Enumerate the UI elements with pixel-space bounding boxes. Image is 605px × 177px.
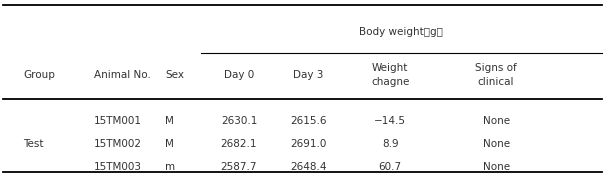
- Text: 2630.1: 2630.1: [221, 116, 257, 126]
- Text: Body weight（g）: Body weight（g）: [359, 27, 443, 37]
- Text: M: M: [165, 116, 174, 126]
- Text: m: m: [165, 162, 175, 172]
- Text: 15TM003: 15TM003: [94, 162, 142, 172]
- Text: 2648.4: 2648.4: [290, 162, 327, 172]
- Text: 15TM001: 15TM001: [94, 116, 142, 126]
- Text: None: None: [483, 139, 509, 149]
- Text: Animal No.: Animal No.: [94, 70, 151, 80]
- Text: None: None: [483, 162, 509, 172]
- Text: Signs of
clinical: Signs of clinical: [475, 63, 517, 87]
- Text: 15TM002: 15TM002: [94, 139, 142, 149]
- Text: None: None: [483, 116, 509, 126]
- Text: 2691.0: 2691.0: [290, 139, 327, 149]
- Text: 2587.7: 2587.7: [221, 162, 257, 172]
- Text: Day 0: Day 0: [224, 70, 254, 80]
- Text: Day 3: Day 3: [293, 70, 324, 80]
- Text: 2682.1: 2682.1: [221, 139, 257, 149]
- Text: Test: Test: [23, 139, 44, 149]
- Text: 60.7: 60.7: [379, 162, 402, 172]
- Text: −14.5: −14.5: [374, 116, 406, 126]
- Text: M: M: [165, 139, 174, 149]
- Text: Sex: Sex: [165, 70, 184, 80]
- Text: 2615.6: 2615.6: [290, 116, 327, 126]
- Text: Weight
chagne: Weight chagne: [371, 63, 410, 87]
- Text: 8.9: 8.9: [382, 139, 399, 149]
- Text: Group: Group: [23, 70, 55, 80]
